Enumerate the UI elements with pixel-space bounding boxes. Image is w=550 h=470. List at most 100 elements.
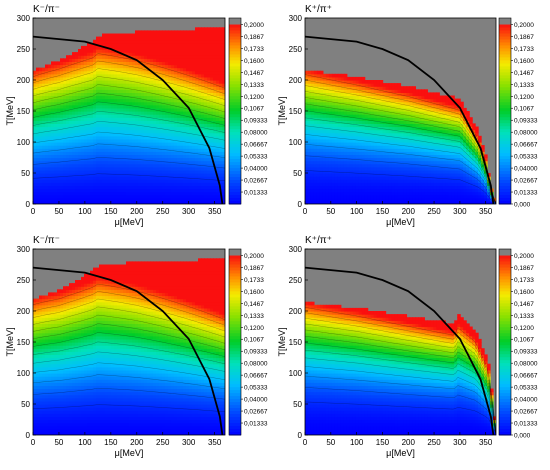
- heatmap-cell: [337, 80, 342, 84]
- heatmap-cell: [141, 70, 145, 75]
- heatmap-cell: [162, 95, 166, 100]
- heatmap-cell: [66, 145, 70, 149]
- heatmap-cell: [144, 73, 148, 78]
- heatmap-cell: [305, 76, 309, 81]
- heatmap-cell: [394, 132, 399, 137]
- heatmap-cell: [340, 197, 345, 202]
- heatmap-cell: [391, 120, 396, 124]
- heatmap-cell: [81, 58, 85, 62]
- heatmap-cell: [159, 114, 163, 118]
- heatmap-cell: [156, 157, 160, 162]
- heatmap-cell: [162, 64, 166, 69]
- heatmap-cell: [198, 80, 202, 84]
- heatmap-cell: [138, 114, 142, 118]
- heatmap-cell: [349, 117, 354, 121]
- heatmap-cell: [343, 89, 348, 93]
- heatmap-cell: [159, 104, 163, 109]
- heatmap-cell: [87, 169, 91, 174]
- heatmap-cell: [319, 157, 324, 162]
- heatmap-cell: [54, 98, 58, 103]
- heatmap-cell: [370, 169, 375, 174]
- heatmap-cell: [177, 39, 181, 44]
- heatmap-cell: [310, 166, 315, 171]
- heatmap-cell: [87, 157, 91, 162]
- heatmap-cell: [352, 120, 357, 124]
- heatmap-cell: [337, 191, 342, 196]
- heatmap-cell: [45, 86, 49, 90]
- heatmap-cell: [379, 83, 384, 87]
- heatmap-cell: [364, 107, 369, 112]
- heatmap-cell: [153, 117, 157, 121]
- heatmap-cell: [135, 166, 139, 171]
- heatmap-cell: [102, 188, 106, 193]
- heatmap-cell: [78, 145, 82, 149]
- heatmap-cell: [156, 98, 160, 103]
- heatmap-cell: [213, 173, 217, 177]
- heatmap-cell: [192, 138, 196, 143]
- heatmap-cell: [385, 92, 390, 97]
- heatmap-cell: [195, 157, 199, 162]
- heatmap-cell: [364, 123, 369, 128]
- heatmap-cell: [379, 111, 384, 115]
- heatmap-cell: [144, 76, 148, 81]
- heatmap-cell: [186, 117, 190, 121]
- heatmap-cell: [198, 33, 202, 38]
- heatmap-cell: [313, 117, 318, 121]
- heatmap-cell: [183, 200, 187, 204]
- heatmap-cell: [147, 111, 151, 115]
- heatmap-cell: [90, 58, 94, 62]
- heatmap-cell: [406, 188, 411, 193]
- heatmap-cell: [370, 114, 375, 118]
- heatmap-cell: [349, 138, 354, 143]
- heatmap-cell: [180, 194, 184, 199]
- heatmap-cell: [78, 117, 82, 121]
- heatmap-cell: [69, 138, 73, 143]
- heatmap-cell: [201, 145, 205, 149]
- colorbar-segment: [229, 72, 241, 76]
- heatmap-cell: [331, 138, 336, 143]
- heatmap-cell: [51, 166, 55, 171]
- heatmap-cell: [51, 86, 55, 90]
- heatmap-cell: [171, 33, 175, 38]
- heatmap-cell: [305, 129, 309, 134]
- heatmap-cell: [87, 104, 91, 109]
- heatmap-cell: [45, 200, 49, 204]
- heatmap-cell: [132, 145, 136, 149]
- heatmap-cell: [96, 104, 100, 109]
- heatmap-cell: [54, 157, 58, 162]
- heatmap-cell: [403, 197, 408, 202]
- heatmap-cell: [355, 129, 360, 134]
- heatmap-cell: [213, 55, 217, 59]
- heatmap-cell: [84, 86, 88, 90]
- heatmap-cell: [84, 163, 88, 168]
- heatmap-cell: [45, 73, 49, 78]
- heatmap-cell: [93, 98, 97, 103]
- heatmap-cell: [123, 42, 127, 47]
- heatmap-cell: [382, 154, 387, 159]
- heatmap-cell: [207, 185, 211, 190]
- heatmap-cell: [54, 76, 58, 81]
- heatmap-cell: [409, 163, 414, 168]
- heatmap-cell: [57, 92, 61, 97]
- heatmap-cell: [66, 160, 70, 165]
- heatmap-cell: [150, 64, 154, 69]
- heatmap-cell: [78, 55, 82, 59]
- heatmap-cell: [222, 89, 225, 93]
- heatmap-cell: [141, 95, 145, 100]
- heatmap-cell: [192, 197, 196, 202]
- heatmap-cell: [334, 111, 339, 115]
- heatmap-cell: [195, 111, 199, 115]
- heatmap-cell: [305, 151, 309, 155]
- heatmap-cell: [376, 179, 381, 183]
- heatmap-cell: [307, 157, 312, 162]
- heatmap-cell: [105, 104, 109, 109]
- heatmap-cell: [406, 176, 411, 180]
- heatmap-cell: [150, 39, 154, 44]
- heatmap-cell: [147, 83, 151, 87]
- heatmap-cell: [210, 120, 214, 124]
- heatmap-cell: [313, 185, 318, 190]
- heatmap-cell: [156, 36, 160, 41]
- heatmap-cell: [99, 126, 103, 131]
- heatmap-cell: [198, 30, 202, 35]
- heatmap-cell: [171, 157, 175, 162]
